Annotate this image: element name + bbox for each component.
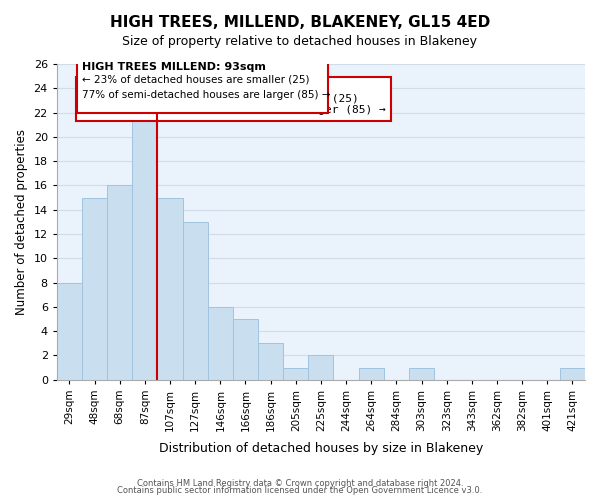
Text: Contains public sector information licensed under the Open Government Licence v3: Contains public sector information licen… [118,486,482,495]
Bar [283,368,308,380]
Text: HIGH TREES, MILLEND, BLAKENEY, GL15 4ED: HIGH TREES, MILLEND, BLAKENEY, GL15 4ED [110,15,490,30]
X-axis label: Distribution of detached houses by size in Blakeney: Distribution of detached houses by size … [159,442,483,455]
Bar [233,319,258,380]
Bar [409,368,434,380]
Bar [82,198,107,380]
Text: Contains HM Land Registry data © Crown copyright and database right 2024.: Contains HM Land Registry data © Crown c… [137,478,463,488]
Bar [57,282,82,380]
Bar [157,198,182,380]
Text: HIGH TREES MILLEND: 93sqm: HIGH TREES MILLEND: 93sqm [82,62,266,72]
Y-axis label: Number of detached properties: Number of detached properties [15,129,28,315]
Bar [182,222,208,380]
Text: HIGH TREES MILLEND: 93sqm
← 23% of detached houses are smaller (25)
77% of semi-: HIGH TREES MILLEND: 93sqm ← 23% of detac… [82,82,386,116]
Text: 77% of semi-detached houses are larger (85) →: 77% of semi-detached houses are larger (… [82,90,331,100]
Bar [258,344,283,380]
FancyBboxPatch shape [77,58,328,112]
Text: ← 23% of detached houses are smaller (25): ← 23% of detached houses are smaller (25… [82,75,310,85]
Text: Size of property relative to detached houses in Blakeney: Size of property relative to detached ho… [122,35,478,48]
Bar [132,112,157,380]
Bar [308,356,334,380]
Bar [107,186,132,380]
Bar [560,368,585,380]
Bar [208,307,233,380]
Bar [359,368,384,380]
